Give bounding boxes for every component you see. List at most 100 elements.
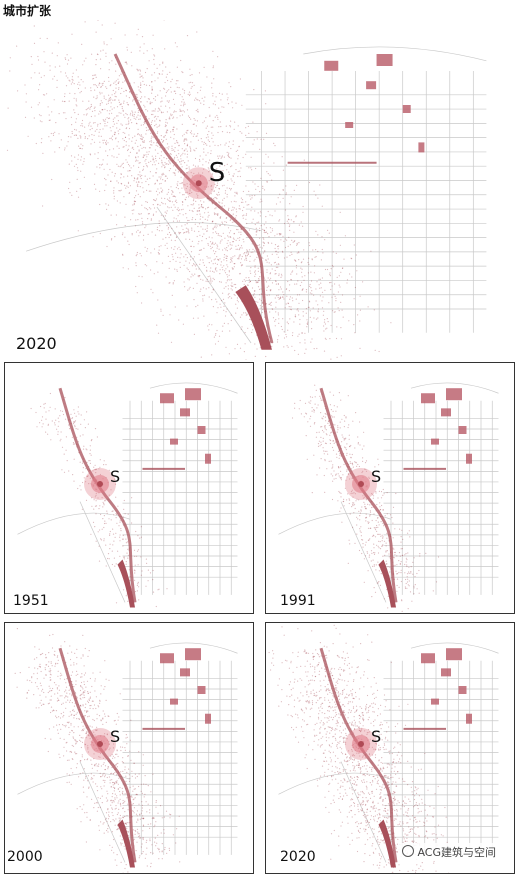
sprawl-dot [152, 204, 154, 206]
sprawl-dot [254, 223, 256, 226]
sprawl-dot [89, 453, 91, 455]
sprawl-dot [26, 692, 28, 694]
sprawl-dot [159, 147, 161, 149]
sprawl-dot [212, 220, 214, 222]
sprawl-dot [86, 113, 88, 115]
sprawl-dot [233, 263, 235, 265]
sprawl-dot [312, 249, 314, 251]
sprawl-dot [198, 172, 200, 174]
sprawl-dot [95, 188, 97, 190]
sprawl-dot [82, 729, 84, 732]
sprawl-dot [275, 280, 277, 282]
sprawl-dot [144, 121, 146, 123]
sprawl-dot [47, 423, 50, 425]
sprawl-dot [141, 221, 144, 223]
sprawl-dot [186, 143, 189, 145]
sprawl-dot [240, 262, 242, 264]
sprawl-dot [96, 53, 99, 55]
sprawl-dot [221, 205, 223, 207]
sprawl-dot [94, 734, 96, 736]
sprawl-dot [156, 324, 158, 326]
sprawl-dot [324, 491, 326, 493]
sprawl-dot [400, 536, 402, 538]
sprawl-dot [144, 147, 147, 149]
sprawl-dot [54, 665, 56, 667]
sprawl-dot [184, 184, 186, 186]
sprawl-dot [321, 248, 323, 251]
sprawl-dot [122, 253, 124, 255]
sprawl-dot [97, 125, 99, 127]
sprawl-dot [72, 772, 74, 774]
sprawl-dot [119, 521, 121, 523]
sprawl-dot [269, 279, 271, 281]
sprawl-dot [229, 236, 231, 238]
sprawl-dot [231, 261, 233, 263]
sprawl-dot [345, 437, 347, 439]
sprawl-dot [142, 851, 144, 853]
sprawl-dot [315, 230, 317, 232]
sprawl-dot [230, 297, 233, 299]
sprawl-dot [58, 113, 60, 115]
sprawl-dot [143, 165, 145, 168]
sprawl-dot [122, 762, 124, 764]
sprawl-dot [147, 209, 149, 211]
sprawl-dot [224, 315, 227, 317]
sprawl-dot [85, 109, 87, 111]
building-block [366, 81, 377, 90]
sprawl-dot [187, 219, 189, 222]
sprawl-dot [263, 229, 265, 231]
sprawl-dot [161, 851, 163, 853]
sprawl-dot [86, 449, 88, 451]
sprawl-dot [308, 257, 310, 259]
sprawl-dot [287, 302, 290, 305]
sprawl-dot [398, 560, 400, 562]
sprawl-dot [111, 846, 113, 848]
sprawl-dot [118, 820, 120, 822]
sprawl-dot [226, 187, 228, 189]
sprawl-dot [367, 306, 369, 308]
sprawl-dot [373, 552, 375, 554]
building-block [446, 388, 462, 401]
sprawl-dot [72, 423, 75, 425]
sprawl-dot [114, 787, 116, 790]
sprawl-dot [106, 208, 108, 210]
sprawl-dot [146, 129, 148, 132]
sprawl-dot [125, 823, 128, 825]
river-mouth [235, 285, 272, 350]
sprawl-dot [327, 422, 329, 424]
sprawl-dot [120, 771, 122, 773]
sprawl-dot [309, 244, 311, 247]
sprawl-dot [215, 197, 217, 199]
sprawl-dot [129, 165, 131, 167]
sprawl-dot [224, 247, 226, 249]
sprawl-dot [43, 407, 45, 409]
sprawl-dot [38, 707, 40, 709]
sprawl-dot [314, 403, 316, 405]
sprawl-dot [118, 133, 120, 135]
sprawl-dot [170, 115, 172, 117]
sprawl-dot [184, 149, 186, 151]
sprawl-dot [80, 136, 82, 138]
sprawl-dot [114, 22, 116, 24]
sprawl-dot [382, 555, 384, 557]
sprawl-dot [322, 314, 324, 316]
sprawl-dot [148, 98, 150, 100]
sprawl-dot [139, 138, 142, 140]
sprawl-dot [180, 253, 182, 255]
sprawl-dot [105, 143, 107, 145]
sprawl-dot [88, 698, 90, 700]
sprawl-dot [373, 587, 375, 589]
sprawl-dot [300, 413, 302, 415]
sprawl-dot [76, 718, 78, 720]
sprawl-dot [188, 166, 190, 168]
sprawl-dot [129, 185, 131, 187]
sprawl-dot [128, 117, 130, 119]
sprawl-dot [75, 683, 77, 686]
sprawl-dot [121, 842, 123, 844]
sprawl-dot [338, 310, 340, 312]
sprawl-dot [117, 505, 119, 507]
sprawl-dot [91, 497, 93, 499]
sprawl-dot [200, 138, 202, 140]
sprawl-dot [282, 189, 284, 191]
sprawl-dot [313, 317, 315, 319]
